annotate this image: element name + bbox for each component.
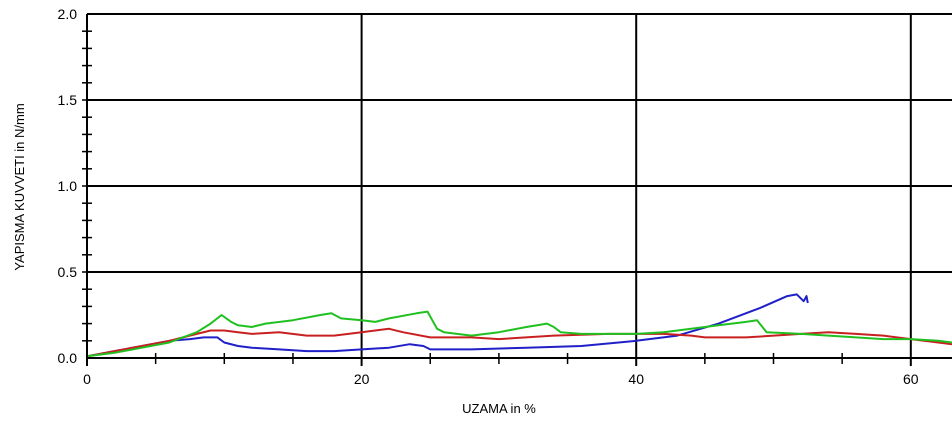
y-tick-label: 2.0 xyxy=(58,6,78,22)
series-line-1 xyxy=(86,293,809,358)
axes xyxy=(86,13,952,366)
series-lines xyxy=(86,293,952,358)
minor-ticks xyxy=(82,30,843,364)
y-tick-label: 1.0 xyxy=(58,178,78,194)
series-line-3 xyxy=(86,310,952,358)
y-axis-title: YAPISMA KUVVETI in N/mm xyxy=(12,103,27,270)
x-tick-label: 40 xyxy=(628,371,644,387)
x-tick-label: 20 xyxy=(354,371,370,387)
y-tick-label: 0.0 xyxy=(58,350,78,366)
series-line-2 xyxy=(86,327,952,358)
y-tick-label: 0.5 xyxy=(58,264,78,280)
x-tick-label: 0 xyxy=(83,371,91,387)
tick-labels: 0.0 0.5 1.0 1.5 2.0 0 20 40 60 xyxy=(58,6,919,387)
grid xyxy=(87,13,952,358)
x-axis-title: UZAMA in % xyxy=(462,401,536,416)
x-tick-label: 60 xyxy=(903,371,919,387)
y-tick-label: 1.5 xyxy=(58,92,78,108)
